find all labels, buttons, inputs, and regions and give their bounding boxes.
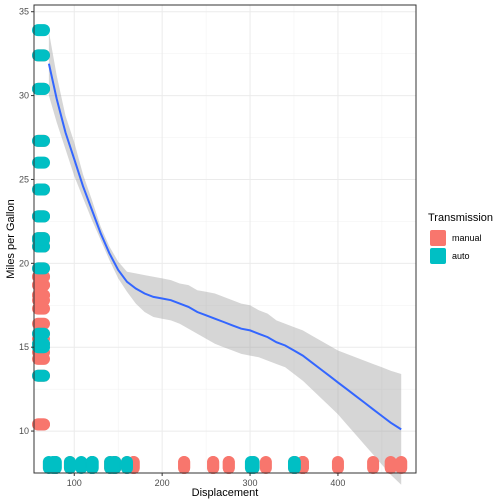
smooth-curve <box>47 63 402 431</box>
point-manual-x <box>331 456 344 474</box>
gridlines <box>34 5 416 473</box>
panel-border <box>33 4 417 474</box>
point-auto-x <box>63 456 76 474</box>
x-tick-label: 100 <box>67 478 82 488</box>
y-tick-label: 30 <box>19 91 29 101</box>
point-auto-x <box>49 456 62 474</box>
point-manual-x <box>384 456 397 474</box>
point-manual-x <box>222 456 235 474</box>
point-auto-y <box>32 156 50 169</box>
point-auto-x <box>247 456 260 474</box>
point-auto-x <box>120 456 133 474</box>
point-manual-y <box>32 418 50 431</box>
point-manual-x <box>178 456 191 474</box>
point-auto-y <box>32 262 50 275</box>
point-manual-y <box>32 317 50 330</box>
confidence-band <box>48 31 402 485</box>
legend-label-manual: manual <box>452 233 482 243</box>
point-manual-x <box>259 456 272 474</box>
point-auto-y <box>32 183 50 196</box>
smooth-line <box>47 63 402 431</box>
legend-title: Transmission <box>428 212 493 224</box>
x-tick-label: 200 <box>155 478 170 488</box>
x-axis-title: Displacement <box>192 487 259 499</box>
point-auto-y <box>32 369 50 382</box>
legend-key-auto <box>430 248 446 264</box>
point-auto-y <box>32 134 50 147</box>
data-points <box>32 24 408 474</box>
point-auto-x <box>75 456 88 474</box>
confidence-band-area <box>48 31 402 485</box>
panel-background <box>34 5 416 473</box>
legend-key-manual <box>430 230 446 246</box>
x-tick-label: 400 <box>330 478 345 488</box>
point-auto-x <box>86 456 99 474</box>
legend-label-auto: auto <box>452 251 470 261</box>
point-auto-y <box>32 82 50 95</box>
y-tick-label: 25 <box>19 174 29 184</box>
point-manual-x <box>395 456 408 474</box>
point-auto-y <box>32 210 50 223</box>
y-axis-title: Miles per Gallon <box>5 199 17 278</box>
point-manual-y <box>32 289 50 302</box>
y-tick-label: 35 <box>19 7 29 17</box>
point-auto-y <box>32 24 50 37</box>
legend: Transmission manual auto <box>428 212 493 264</box>
x-axis: 100 200 300 400 <box>67 473 345 488</box>
y-tick-label: 20 <box>19 258 29 268</box>
point-auto-y <box>32 49 50 62</box>
plot-panel <box>32 4 417 485</box>
point-manual-x <box>207 456 220 474</box>
y-axis: 10 15 20 25 30 35 <box>19 7 34 436</box>
point-auto-x <box>287 456 300 474</box>
point-auto-y <box>32 233 50 246</box>
point-auto-x <box>107 456 120 474</box>
point-auto-y <box>32 337 50 350</box>
x-tick-label: 300 <box>243 478 258 488</box>
point-manual-x <box>367 456 380 474</box>
point-auto-y <box>32 327 50 340</box>
y-tick-label: 15 <box>19 342 29 352</box>
y-tick-label: 10 <box>19 426 29 436</box>
